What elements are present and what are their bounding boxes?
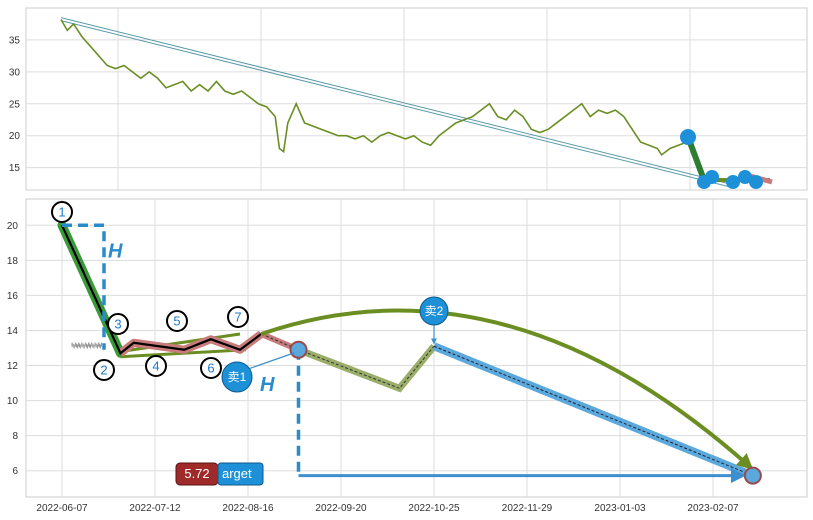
overview-plot-area xyxy=(25,7,808,191)
overview-price-line xyxy=(60,19,696,157)
target-text-box xyxy=(217,462,264,486)
detail-zigzag-line xyxy=(60,224,262,355)
detail-labels: 1 2 3 4 5 6 7 H H 卖1 卖2 5.72 arget xyxy=(51,201,762,486)
sell1-text: 卖1 xyxy=(228,370,247,384)
detail-y-tick-label: 8 xyxy=(12,431,18,442)
detail-lines xyxy=(57,220,755,484)
overview-grid xyxy=(26,8,807,190)
detail-x-tick-label: 2022-09-20 xyxy=(315,503,367,514)
overview-y-tick-label: 15 xyxy=(9,163,21,174)
overview-y-tick-label: 20 xyxy=(9,131,21,142)
detail-arc-arrow xyxy=(260,308,754,470)
detail-projection-line xyxy=(298,345,435,389)
overview-point-marker xyxy=(726,175,740,189)
h-label-bottom: H xyxy=(260,374,275,396)
sell2-badge xyxy=(419,296,449,326)
point-label-circle xyxy=(200,357,222,379)
point-label-circle xyxy=(166,310,188,332)
point-label-text: 3 xyxy=(114,317,121,332)
target-text: arget xyxy=(222,466,252,481)
detail-y-ticks: 6 8 10 12 14 16 18 20 xyxy=(7,221,19,477)
detail-x-tick-label: 2022-11-29 xyxy=(502,503,553,514)
detail-y-tick-label: 18 xyxy=(7,256,19,267)
detail-x-tick-label: 2022-08-16 xyxy=(222,503,274,514)
overview-trend-line xyxy=(60,20,729,188)
point-label-text: 6 xyxy=(207,361,214,376)
overview-y-ticks: 15 20 25 30 35 xyxy=(9,35,21,174)
point-label-circle xyxy=(145,355,167,377)
sell1-pointer xyxy=(242,352,295,372)
target-value-text: 5.72 xyxy=(184,466,209,481)
sell2-text: 卖2 xyxy=(425,304,444,318)
detail-x-tick-label: 2022-06-07 xyxy=(36,503,88,514)
detail-y-tick-label: 16 xyxy=(7,291,19,302)
detail-x-tick-label: 2023-02-07 xyxy=(687,503,739,514)
detail-x-tick-label: 2022-10-25 xyxy=(408,503,460,514)
overview-point-marker xyxy=(749,175,763,189)
h-label-top: H xyxy=(108,241,123,263)
overview-point-marker xyxy=(680,128,696,145)
point-label-circle xyxy=(227,306,249,328)
overview-point-marker xyxy=(738,170,752,184)
detail-x-tick-label: 2022-07-12 xyxy=(129,503,181,514)
point-label-circle xyxy=(93,359,115,381)
detail-channel-top xyxy=(120,332,241,353)
overview-point-marker xyxy=(705,170,719,184)
detail-x-tick-label: 2023-01-03 xyxy=(594,503,646,514)
point-label-text: 7 xyxy=(234,310,241,325)
overview-y-tick-label: 30 xyxy=(9,67,21,78)
detail-y-tick-label: 20 xyxy=(7,221,19,232)
point-label-text: 5 xyxy=(173,314,180,329)
point-label-circle xyxy=(107,313,129,335)
point-label-circle xyxy=(51,201,73,223)
detail-x-ticks: 2022-06-07 2022-07-12 2022-08-16 2022-09-20… xyxy=(36,503,739,514)
detail-y-tick-label: 12 xyxy=(7,361,19,372)
sell1-badge xyxy=(221,361,253,393)
overview-panel: 15 20 25 30 35 xyxy=(9,7,808,191)
detail-y-tick-label: 14 xyxy=(7,326,19,337)
detail-y-tick-label: 6 xyxy=(12,466,18,477)
overview-y-tick-label: 35 xyxy=(9,35,21,46)
detail-target-line xyxy=(433,345,754,477)
point-label-text: 4 xyxy=(152,359,159,374)
overview-lines xyxy=(60,17,773,189)
point-label-text: 1 xyxy=(58,205,65,220)
point-label-text: 2 xyxy=(100,363,107,378)
detail-exit-line xyxy=(261,333,299,351)
overview-y-tick-label: 25 xyxy=(9,99,21,110)
overview-trend-line xyxy=(60,17,729,185)
target-point xyxy=(743,466,762,485)
detail-h-bracket xyxy=(62,223,106,350)
sell1-point xyxy=(289,340,308,359)
detail-y-tick-label: 10 xyxy=(7,396,19,407)
